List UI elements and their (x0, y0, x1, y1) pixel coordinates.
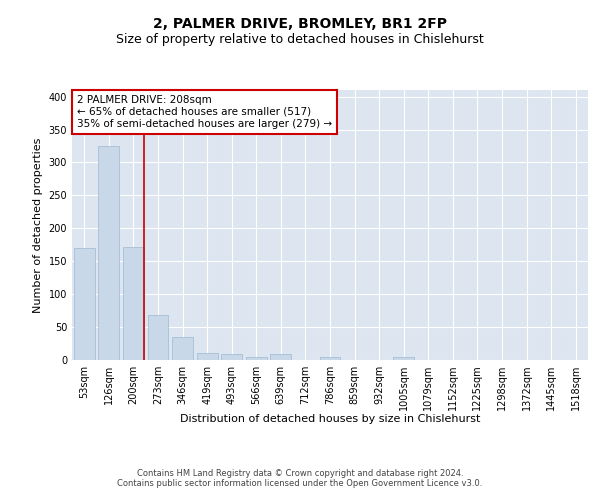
Bar (221, 354, 242, 360)
Text: Contains public sector information licensed under the Open Government Licence v3: Contains public sector information licen… (118, 479, 482, 488)
Bar (393, 356, 414, 360)
Bar (197, 353, 218, 360)
Bar (74, 248, 95, 360)
Bar (246, 356, 267, 360)
Text: 2 PALMER DRIVE: 208sqm
← 65% of detached houses are smaller (517)
35% of semi-de: 2 PALMER DRIVE: 208sqm ← 65% of detached… (77, 96, 332, 128)
Bar (148, 315, 169, 360)
Text: Contains HM Land Registry data © Crown copyright and database right 2024.: Contains HM Land Registry data © Crown c… (137, 469, 463, 478)
Text: Size of property relative to detached houses in Chislehurst: Size of property relative to detached ho… (116, 32, 484, 46)
Y-axis label: Number of detached properties: Number of detached properties (33, 138, 43, 312)
Text: Distribution of detached houses by size in Chislehurst: Distribution of detached houses by size … (180, 414, 480, 424)
Bar (320, 358, 340, 360)
Bar (98, 146, 119, 360)
Text: 2, PALMER DRIVE, BROMLEY, BR1 2FP: 2, PALMER DRIVE, BROMLEY, BR1 2FP (153, 18, 447, 32)
Bar (271, 354, 292, 360)
Bar (123, 246, 144, 360)
Bar (172, 337, 193, 360)
